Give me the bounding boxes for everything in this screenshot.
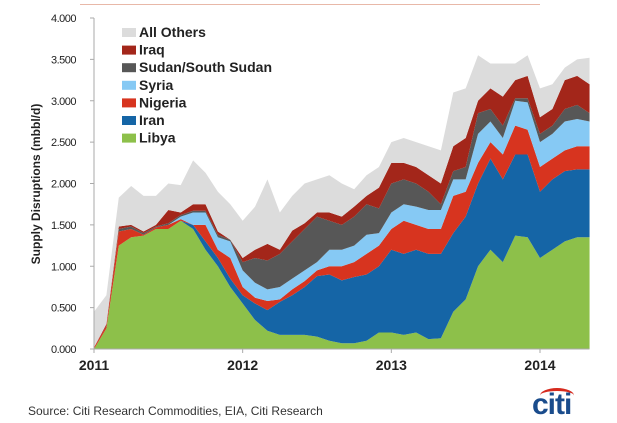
legend-swatch (122, 28, 136, 37)
legend-label: Nigeria (139, 94, 187, 110)
y-tick-label: 2.000 (51, 179, 76, 191)
legend-swatch (122, 116, 136, 125)
citi-logo: citi (532, 388, 574, 422)
x-tick-label: 2011 (79, 357, 110, 373)
y-tick-label: 4.000 (51, 13, 76, 25)
y-tick-label: 3.500 (51, 54, 76, 66)
legend-label: Iran (139, 112, 165, 128)
area-libya (94, 220, 590, 349)
legend-label: All Others (139, 24, 206, 40)
y-tick-label: 1.500 (51, 220, 76, 232)
y-tick-label: 0.500 (51, 303, 76, 315)
area-all-others (94, 55, 590, 348)
y-tick-label: 3.000 (51, 96, 76, 108)
legend-label: Libya (139, 130, 176, 146)
legend-label: Syria (139, 77, 173, 93)
y-tick-label: 1.000 (51, 261, 76, 273)
area-iran (94, 154, 590, 349)
x-tick-label: 2012 (227, 357, 258, 373)
x-tick-label: 2014 (524, 357, 555, 373)
legend-swatch (122, 45, 136, 55)
legend-swatch (122, 98, 136, 108)
legend-label: Sudan/South Sudan (139, 59, 272, 75)
header-rule (80, 4, 540, 5)
y-tick-label: 0.000 (51, 344, 76, 356)
legend-swatch (122, 133, 136, 143)
area-syria (94, 100, 590, 348)
legend-swatch (122, 80, 136, 90)
x-tick-label: 2013 (376, 357, 407, 373)
legend-label: Iraq (139, 42, 165, 58)
source-note: Source: Citi Research Commodities, EIA, … (28, 404, 323, 418)
legend-swatch (122, 63, 136, 73)
area-iraq (94, 75, 590, 348)
y-axis-title: Supply Disruptions (mbbl/d) (29, 104, 43, 265)
y-tick-label: 2.500 (51, 137, 76, 149)
